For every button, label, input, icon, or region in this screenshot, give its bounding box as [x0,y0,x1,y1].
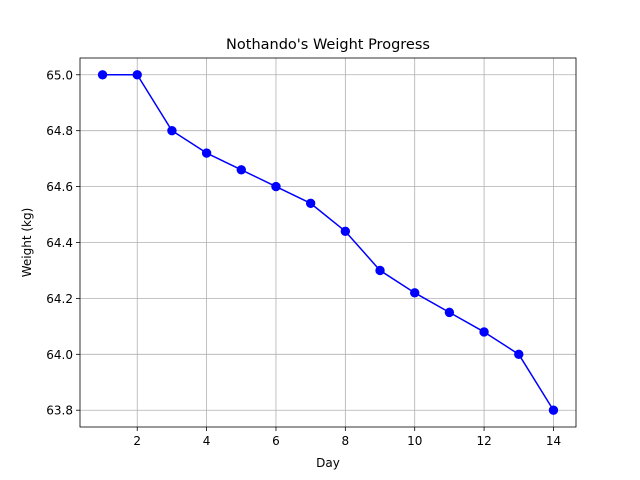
data-point [167,125,177,136]
x-axis-label: Day [316,456,340,470]
data-point [97,70,108,80]
data-point [479,327,489,337]
y-tick-label: 64.0 [46,348,73,362]
axis-ticks: 2 4 6 8 10 12 14 63.8 64.0 64.2 64.4 64.6 64.8 65.0 [46,68,561,448]
x-tick-label: 2 [133,434,141,448]
chart-title: Nothando's Weight Progress [226,37,430,53]
data-point [201,148,212,158]
x-tick-label: 6 [272,434,280,448]
x-tick-label: 12 [476,434,491,448]
x-tick-label: 8 [342,434,350,448]
data-series [97,70,559,415]
x-tick-label: 4 [203,434,211,448]
axes-frame [79,57,577,428]
series-line [102,74,555,411]
data-point [548,405,559,415]
x-tick-label: 14 [546,434,561,448]
y-tick-label: 64.4 [46,236,73,250]
data-point [375,265,385,276]
data-point [444,307,455,318]
data-point [410,288,420,298]
x-tick-label: 10 [407,434,422,448]
data-point [271,181,281,192]
y-tick-label: 64.8 [46,124,73,138]
y-tick-label: 64.2 [46,292,73,306]
data-point [514,349,524,360]
data-point [236,165,246,175]
data-point [305,198,316,209]
y-tick-label: 65.0 [46,68,73,82]
y-tick-label: 64.6 [46,180,73,194]
y-axis-label: Weight (kg) [20,208,34,278]
grid [80,58,576,427]
data-point [340,226,351,237]
y-tick-label: 63.8 [46,404,73,418]
data-point [132,70,142,80]
